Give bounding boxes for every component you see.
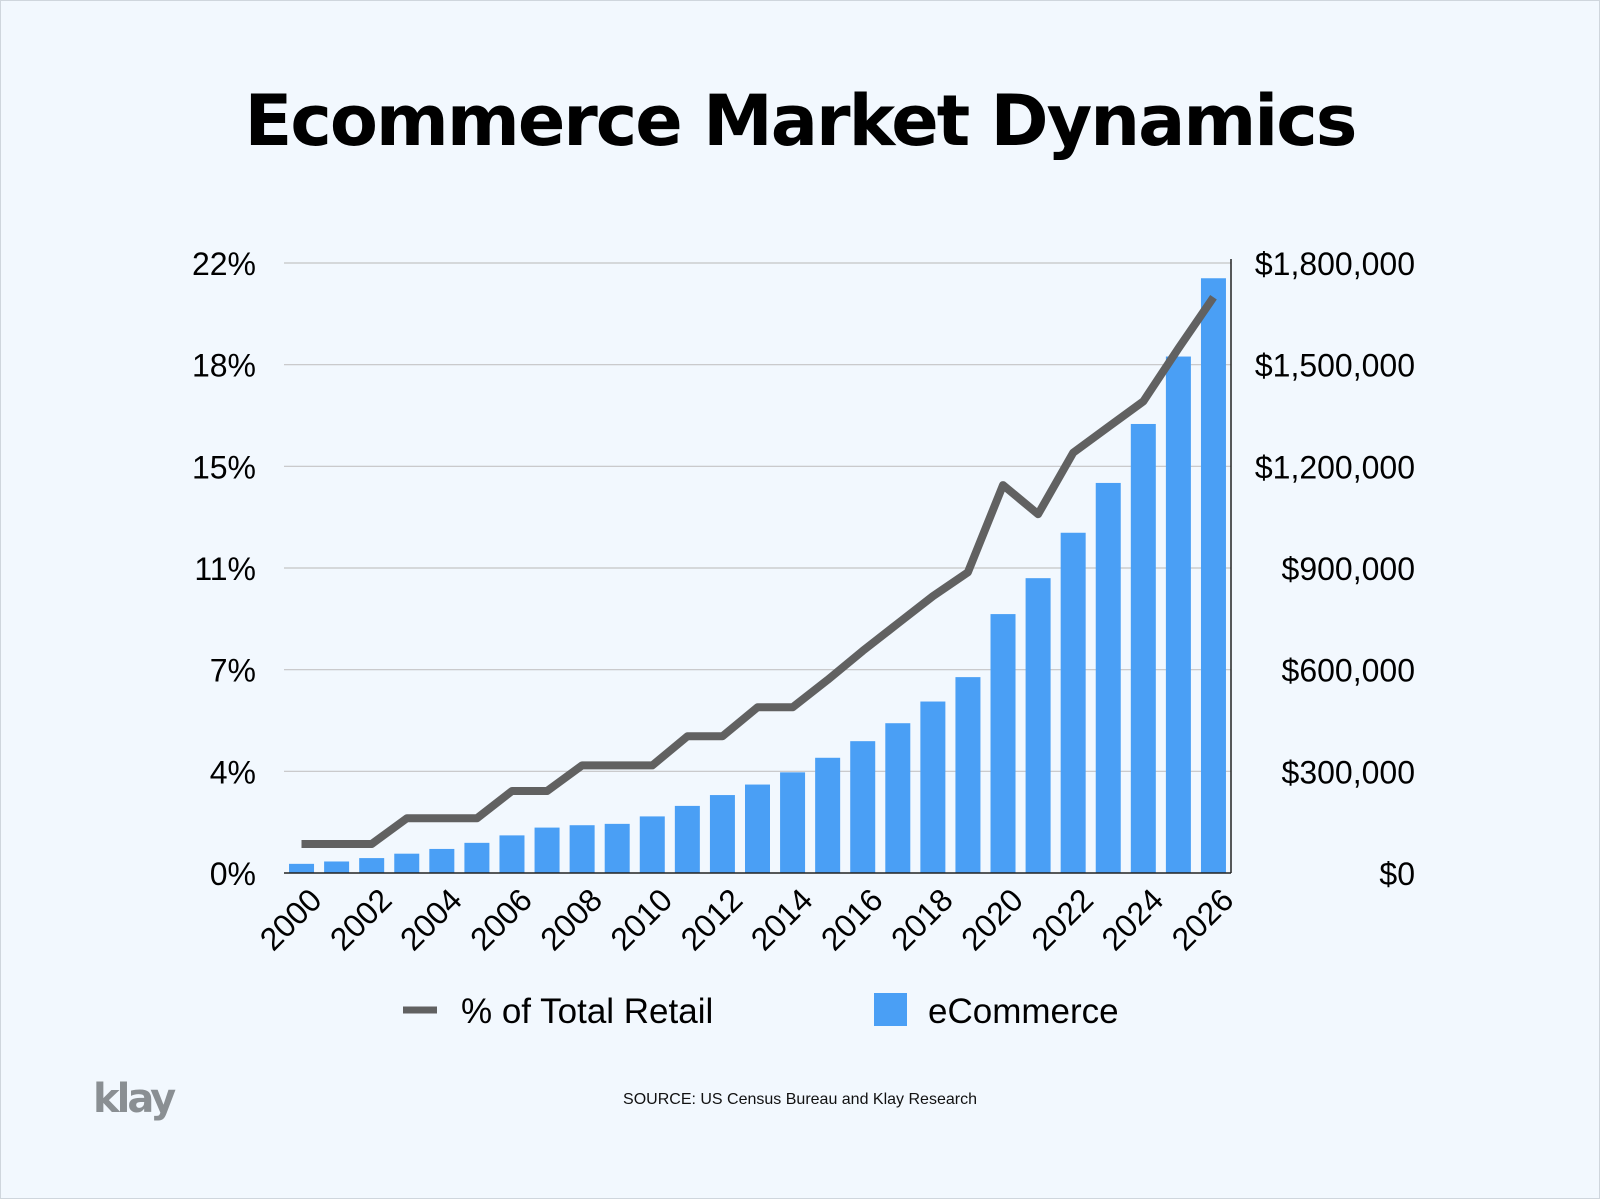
bar xyxy=(990,614,1016,873)
chart-title: Ecommerce Market Dynamics xyxy=(244,80,1358,162)
bar xyxy=(604,823,630,873)
axes xyxy=(284,259,1232,874)
bar xyxy=(745,784,770,873)
bar xyxy=(569,825,595,873)
y-right-tick-label: $600,000 xyxy=(1282,653,1415,689)
bar xyxy=(920,701,946,873)
bar xyxy=(1060,532,1086,873)
bar xyxy=(394,853,420,873)
y-axis-left-labels: 0% 4% 7% 11% 15% 18% 22% xyxy=(192,246,256,892)
retail-share-line xyxy=(301,294,1217,848)
x-tick-label: 2014 xyxy=(744,881,820,957)
x-tick-label: 2020 xyxy=(954,881,1030,957)
bar xyxy=(499,835,525,873)
bar xyxy=(709,795,735,873)
y-axis-right-labels: $0 $300,000 $600,000 $900,000 $1,200,000 $1,5… xyxy=(1255,246,1415,892)
bar xyxy=(955,677,981,873)
x-tick-label: 2010 xyxy=(603,881,679,957)
klay-logo: klay xyxy=(93,1076,176,1122)
y-right-tick-label: $900,000 xyxy=(1282,551,1415,587)
bar xyxy=(429,848,455,873)
bar xyxy=(639,816,665,873)
bar xyxy=(1025,578,1051,873)
x-tick-label: 2018 xyxy=(884,881,960,957)
y-right-tick-label: $1,800,000 xyxy=(1255,246,1415,282)
legend-label-retail: % of Total Retail xyxy=(461,992,713,1031)
x-tick-label: 2022 xyxy=(1024,881,1100,957)
legend-bar-swatch xyxy=(874,993,907,1026)
legend-label-ecommerce: eCommerce xyxy=(928,992,1119,1031)
x-tick-label: 2016 xyxy=(814,881,890,957)
legend: % of Total Retail eCommerce xyxy=(403,992,1119,1031)
y-left-tick-label: 0% xyxy=(210,856,256,892)
x-axis-labels: 2000200220042006200820102012201420162018… xyxy=(253,881,1241,957)
bar xyxy=(534,827,560,873)
y-right-tick-label: $1,500,000 xyxy=(1255,348,1415,384)
y-left-tick-label: 18% xyxy=(192,348,256,384)
bar xyxy=(289,863,315,873)
x-tick-label: 2000 xyxy=(253,881,329,957)
y-left-tick-label: 22% xyxy=(192,246,256,282)
x-tick-label: 2026 xyxy=(1165,881,1241,957)
y-left-tick-label: 11% xyxy=(194,551,256,587)
bar xyxy=(885,723,911,873)
bar xyxy=(464,842,490,873)
x-tick-label: 2008 xyxy=(533,881,609,957)
y-left-tick-label: 15% xyxy=(192,449,256,485)
bar xyxy=(815,757,841,873)
bar-series xyxy=(289,278,1226,873)
x-tick-label: 2006 xyxy=(463,881,539,957)
y-left-tick-label: 4% xyxy=(210,754,256,790)
bar xyxy=(674,805,700,873)
bar xyxy=(850,741,876,873)
bar xyxy=(1095,482,1121,873)
bar xyxy=(1200,278,1226,873)
y-right-tick-label: $1,200,000 xyxy=(1255,449,1415,485)
x-tick-label: 2002 xyxy=(323,881,399,957)
y-left-tick-label: 7% xyxy=(210,653,256,689)
bar xyxy=(1165,356,1191,873)
bar xyxy=(780,772,806,873)
x-tick-label: 2004 xyxy=(393,881,469,957)
x-tick-label: 2024 xyxy=(1094,881,1170,957)
gridlines xyxy=(284,262,1231,772)
line-series xyxy=(301,294,1217,848)
bar xyxy=(324,861,350,873)
y-right-tick-label: $0 xyxy=(1379,856,1415,892)
bar xyxy=(1130,423,1156,873)
x-tick-label: 2012 xyxy=(674,881,750,957)
y-right-tick-label: $300,000 xyxy=(1282,754,1415,790)
source-note: SOURCE: US Census Bureau and Klay Resear… xyxy=(623,1091,977,1108)
bar xyxy=(359,858,385,873)
